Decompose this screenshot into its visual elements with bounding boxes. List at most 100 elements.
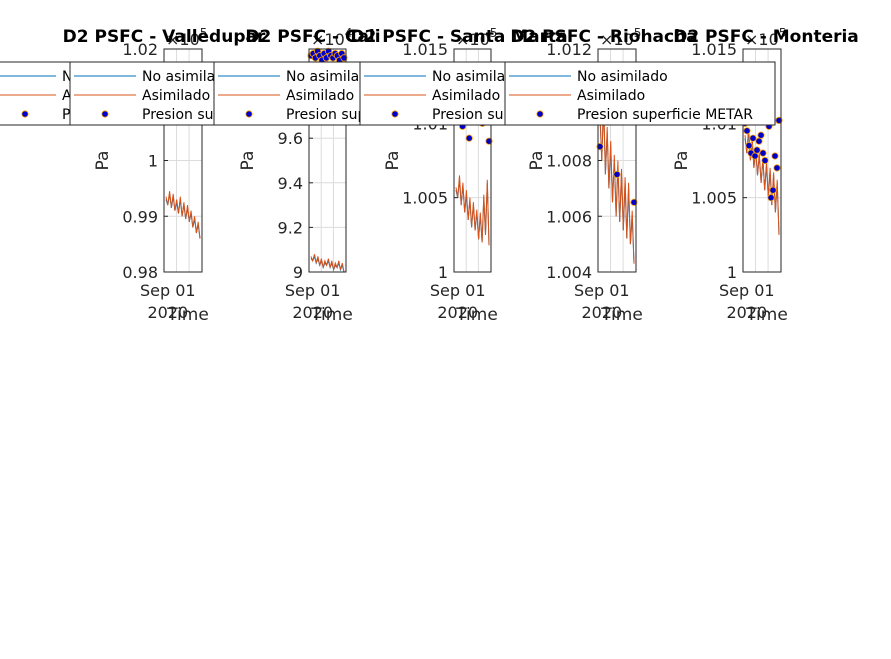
metar-point bbox=[767, 194, 775, 202]
x-tick-label: Sep 01 bbox=[285, 281, 341, 300]
y-tick-label: 1.005 bbox=[691, 189, 737, 208]
chart-title-2: D2 PSFC - Cali bbox=[245, 27, 380, 47]
y-tick-label: 0.99 bbox=[122, 207, 158, 226]
series-line-asimilado bbox=[744, 127, 780, 235]
legend-swatch-metar bbox=[536, 110, 544, 118]
x-tick-label: Sep 01 bbox=[140, 281, 196, 300]
legend-swatch-metar bbox=[21, 110, 29, 118]
series-line-asimilado bbox=[599, 99, 635, 264]
legend-swatch-metar bbox=[101, 110, 109, 118]
x-axis-label: Time bbox=[166, 305, 209, 325]
y-tick-label: 9.4 bbox=[278, 174, 303, 193]
x-axis-label: Time bbox=[745, 305, 788, 325]
x-axis-label: Time bbox=[600, 305, 643, 325]
y-axis-label: Pa bbox=[383, 151, 403, 171]
y-exponent: ×105 bbox=[166, 26, 207, 49]
y-tick-label: 1.015 bbox=[402, 40, 448, 59]
axes-box bbox=[742, 48, 782, 273]
x-tick-year: 2020 bbox=[726, 303, 767, 322]
legend-box bbox=[69, 61, 219, 126]
y-exponent-power: 5 bbox=[779, 26, 787, 40]
y-exponent-power: 5 bbox=[200, 26, 208, 40]
x-axis-label: Time bbox=[455, 305, 498, 325]
y-tick-label: 1.006 bbox=[546, 207, 592, 226]
y-exponent: ×105 bbox=[600, 26, 641, 49]
series-line-asimilado bbox=[455, 175, 490, 246]
legend-entry: Asimilado bbox=[142, 88, 210, 104]
metar-point bbox=[465, 134, 473, 142]
y-tick-label: 1 bbox=[727, 263, 737, 282]
legend-entry: No asimilado bbox=[286, 69, 377, 85]
legend-box bbox=[213, 61, 363, 126]
metar-point bbox=[743, 127, 751, 135]
metar-point bbox=[771, 152, 779, 160]
metar-point bbox=[769, 186, 777, 194]
chart-title-3: D2 PSFC - Santa Marta bbox=[350, 27, 567, 47]
metar-point bbox=[761, 156, 769, 165]
legend-entry: Asimilado bbox=[432, 88, 500, 104]
metar-point bbox=[773, 164, 781, 172]
x-tick-year: 2020 bbox=[147, 303, 188, 322]
metar-point bbox=[753, 146, 761, 154]
y-tick-label: 9.6 bbox=[278, 129, 303, 148]
chart-title-5: D2 PSFC - Monteria bbox=[673, 27, 859, 47]
legend-swatch-metar bbox=[245, 110, 253, 118]
metar-point bbox=[751, 152, 759, 160]
y-exponent: ×105 bbox=[745, 26, 786, 49]
x-tick-label: Sep 01 bbox=[719, 281, 775, 300]
y-tick-label: 1 bbox=[148, 152, 158, 171]
y-tick-label: 1.012 bbox=[546, 40, 592, 59]
y-axis-label: Pa bbox=[672, 151, 692, 171]
y-tick-label: 9.2 bbox=[278, 218, 303, 237]
legend-box bbox=[0, 61, 71, 126]
y-axis-label: Pa bbox=[527, 151, 547, 171]
metar-point bbox=[613, 170, 621, 178]
metar-point bbox=[759, 149, 767, 157]
y-exponent-power: 5 bbox=[634, 26, 642, 40]
y-exponent: ×104 bbox=[311, 26, 352, 49]
metar-point bbox=[757, 131, 765, 139]
legend-5: No asimilado Asimilado Presion superficie … bbox=[504, 61, 776, 126]
legend-entry: No asimilado bbox=[142, 69, 233, 85]
chart-title-4: D2 PSFC - Riohacha bbox=[510, 27, 697, 47]
series-line-asimilado bbox=[165, 191, 201, 239]
legend-entry: Asimilado bbox=[577, 88, 645, 104]
y-exponent-power: 4 bbox=[345, 26, 353, 40]
legend-swatch-metar bbox=[391, 110, 399, 118]
x-tick-year: 2020 bbox=[581, 303, 622, 322]
y-tick-label: 1.005 bbox=[402, 189, 448, 208]
y-tick-label: 9 bbox=[293, 263, 303, 282]
axes-box bbox=[308, 48, 347, 273]
axes-box bbox=[453, 48, 492, 273]
metar-point bbox=[745, 142, 753, 150]
legend-entry: No asimilado bbox=[432, 69, 523, 85]
legend-box bbox=[359, 61, 509, 126]
legend-entry: Presion superficie METAR bbox=[577, 107, 753, 123]
y-tick-label: 1.02 bbox=[122, 40, 158, 59]
series-line-asimilado bbox=[310, 254, 345, 273]
y-exponent: ×105 bbox=[456, 26, 497, 49]
x-tick-label: Sep 01 bbox=[430, 281, 486, 300]
x-axis-label: Time bbox=[310, 305, 353, 325]
metar-point bbox=[749, 134, 757, 142]
y-axis-label: Pa bbox=[93, 151, 113, 171]
y-tick-label: 1.015 bbox=[691, 40, 737, 59]
y-tick-label: 1 bbox=[438, 263, 448, 282]
y-tick-label: 1.008 bbox=[546, 152, 592, 171]
metar-point bbox=[755, 137, 763, 145]
x-tick-year: 2020 bbox=[437, 303, 478, 322]
legend-entry: Asimilado bbox=[286, 88, 354, 104]
chart-title-1: D2 PSFC - Valledupar bbox=[63, 27, 266, 47]
legend-entry: No asimilado bbox=[577, 69, 668, 85]
y-tick-label: 1.004 bbox=[546, 263, 592, 282]
x-tick-year: 2020 bbox=[292, 303, 333, 322]
y-axis-label: Pa bbox=[238, 151, 258, 171]
x-tick-label: Sep 01 bbox=[574, 281, 630, 300]
y-tick-label: 0.98 bbox=[122, 263, 158, 282]
y-exponent-power: 5 bbox=[490, 26, 498, 40]
legend-box bbox=[504, 61, 776, 126]
